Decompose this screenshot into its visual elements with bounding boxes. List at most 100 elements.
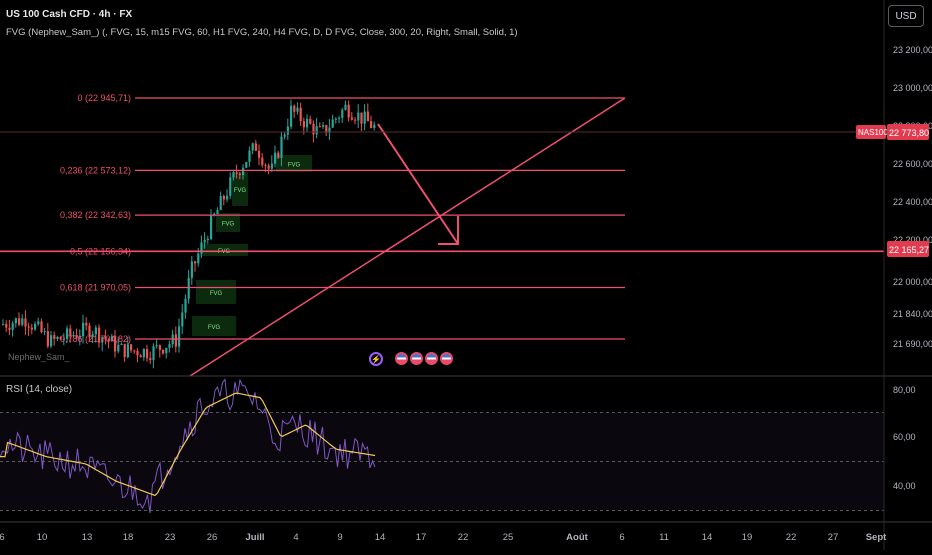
us-flag-icon[interactable]: [440, 352, 453, 365]
fvg-label: FVG: [288, 163, 301, 169]
candle-body: [309, 118, 312, 124]
currency-button[interactable]: USD: [888, 5, 924, 27]
time-axis-label: 13: [82, 532, 93, 543]
rsi-axis-label: 40,00: [893, 481, 916, 491]
candle-body: [130, 344, 133, 351]
candle-body: [226, 195, 229, 200]
target-price-tag: 22 165,27: [889, 245, 929, 255]
candle-body: [299, 107, 302, 122]
candle-body: [37, 321, 40, 324]
candle-body: [181, 312, 184, 327]
candle-body: [235, 172, 238, 174]
candle-body: [338, 117, 341, 119]
candle-body: [373, 124, 376, 129]
candle-body: [261, 157, 264, 166]
candle-body: [213, 213, 216, 215]
candle-body: [216, 209, 219, 214]
rsi-legend[interactable]: RSI (14, close): [6, 384, 73, 395]
candle-body: [72, 335, 75, 337]
fvg-box: [192, 316, 236, 336]
candle-body: [322, 125, 325, 127]
candle-body: [248, 150, 251, 163]
candle-body: [8, 327, 11, 330]
price-axis-label: 22 400,00: [893, 197, 932, 207]
arrow-head: [438, 216, 459, 245]
candle-body: [136, 350, 139, 356]
candle-body: [206, 239, 209, 241]
candle-body: [149, 358, 152, 361]
rsi-axis-label: 60,00: [893, 432, 916, 442]
candle-body: [91, 334, 94, 338]
candle-body: [11, 323, 14, 330]
candle-body: [104, 337, 107, 340]
fib-level-label: 0,618 (21 970,05): [60, 282, 131, 292]
us-flag-icon[interactable]: [410, 352, 423, 365]
time-axis-label: 14: [702, 532, 713, 543]
candle-body: [370, 121, 373, 129]
candle-body: [334, 118, 337, 120]
candle-body: [258, 150, 261, 158]
candle-body: [110, 336, 113, 342]
time-axis-label: 27: [828, 532, 839, 543]
lightning-icon[interactable]: ⚡: [369, 352, 383, 366]
fib-level-label: 0,786 (21 704,82): [60, 334, 131, 344]
candle-body: [142, 348, 145, 358]
trend-line: [189, 97, 626, 377]
candle-body: [24, 318, 27, 327]
candle-body: [283, 134, 286, 137]
candle-body: [75, 335, 78, 338]
time-axis-label: 4: [293, 532, 298, 543]
candle-body: [267, 165, 270, 169]
candle-body: [232, 172, 235, 178]
candle-body: [165, 347, 168, 354]
fib-level-label: 0,236 (22 573,12): [60, 165, 131, 175]
candle-body: [27, 326, 30, 328]
fvg-box: [276, 155, 312, 172]
candle-body: [82, 322, 85, 337]
candle-body: [331, 119, 334, 128]
candle-body: [251, 143, 254, 151]
candle-body: [293, 105, 296, 112]
fib-level-label: 0,5 (22 156,34): [70, 246, 131, 256]
candle-body: [286, 126, 289, 135]
candle-body: [94, 327, 97, 335]
fvg-label: FVG: [222, 222, 235, 228]
candle-body: [325, 125, 328, 133]
rsi-band-fill: [0, 412, 884, 511]
candle-body: [5, 324, 8, 328]
symbol-tag: NAS100: [858, 128, 888, 137]
us-flag-icon[interactable]: [425, 352, 438, 365]
indicator-legend[interactable]: FVG (Nephew_Sam_) (, FVG, 15, m15 FVG, 6…: [6, 27, 518, 38]
fvg-box: [216, 213, 240, 232]
candle-body: [43, 331, 46, 333]
candle-body: [168, 344, 171, 348]
candle-body: [341, 109, 344, 118]
candle-body: [242, 167, 245, 175]
candle-body: [162, 349, 165, 354]
fvg-box: [196, 280, 236, 304]
time-axis-label: 6: [0, 532, 5, 543]
candle-body: [312, 123, 315, 135]
candle-body: [245, 162, 248, 168]
candle-body: [123, 343, 126, 358]
candle-body: [290, 105, 293, 127]
candle-body: [85, 322, 88, 326]
candle-body: [363, 111, 366, 124]
candle-body: [274, 152, 277, 164]
time-axis-label: 19: [742, 532, 753, 543]
candle-body: [219, 195, 222, 210]
candle-body: [184, 298, 187, 313]
candle-body: [139, 355, 142, 358]
symbol-title[interactable]: US 100 Cash CFD · 4h · FX: [6, 9, 133, 20]
candle-body: [133, 350, 136, 352]
price-axis-label: 22 600,00: [893, 159, 932, 169]
candle-body: [296, 107, 299, 112]
us-flag-icon[interactable]: [395, 352, 408, 365]
candle-body: [158, 345, 161, 350]
time-axis-label: Sept: [866, 532, 887, 543]
candle-body: [280, 136, 283, 158]
candle-body: [152, 346, 155, 361]
fvg-label: FVG: [234, 188, 247, 194]
